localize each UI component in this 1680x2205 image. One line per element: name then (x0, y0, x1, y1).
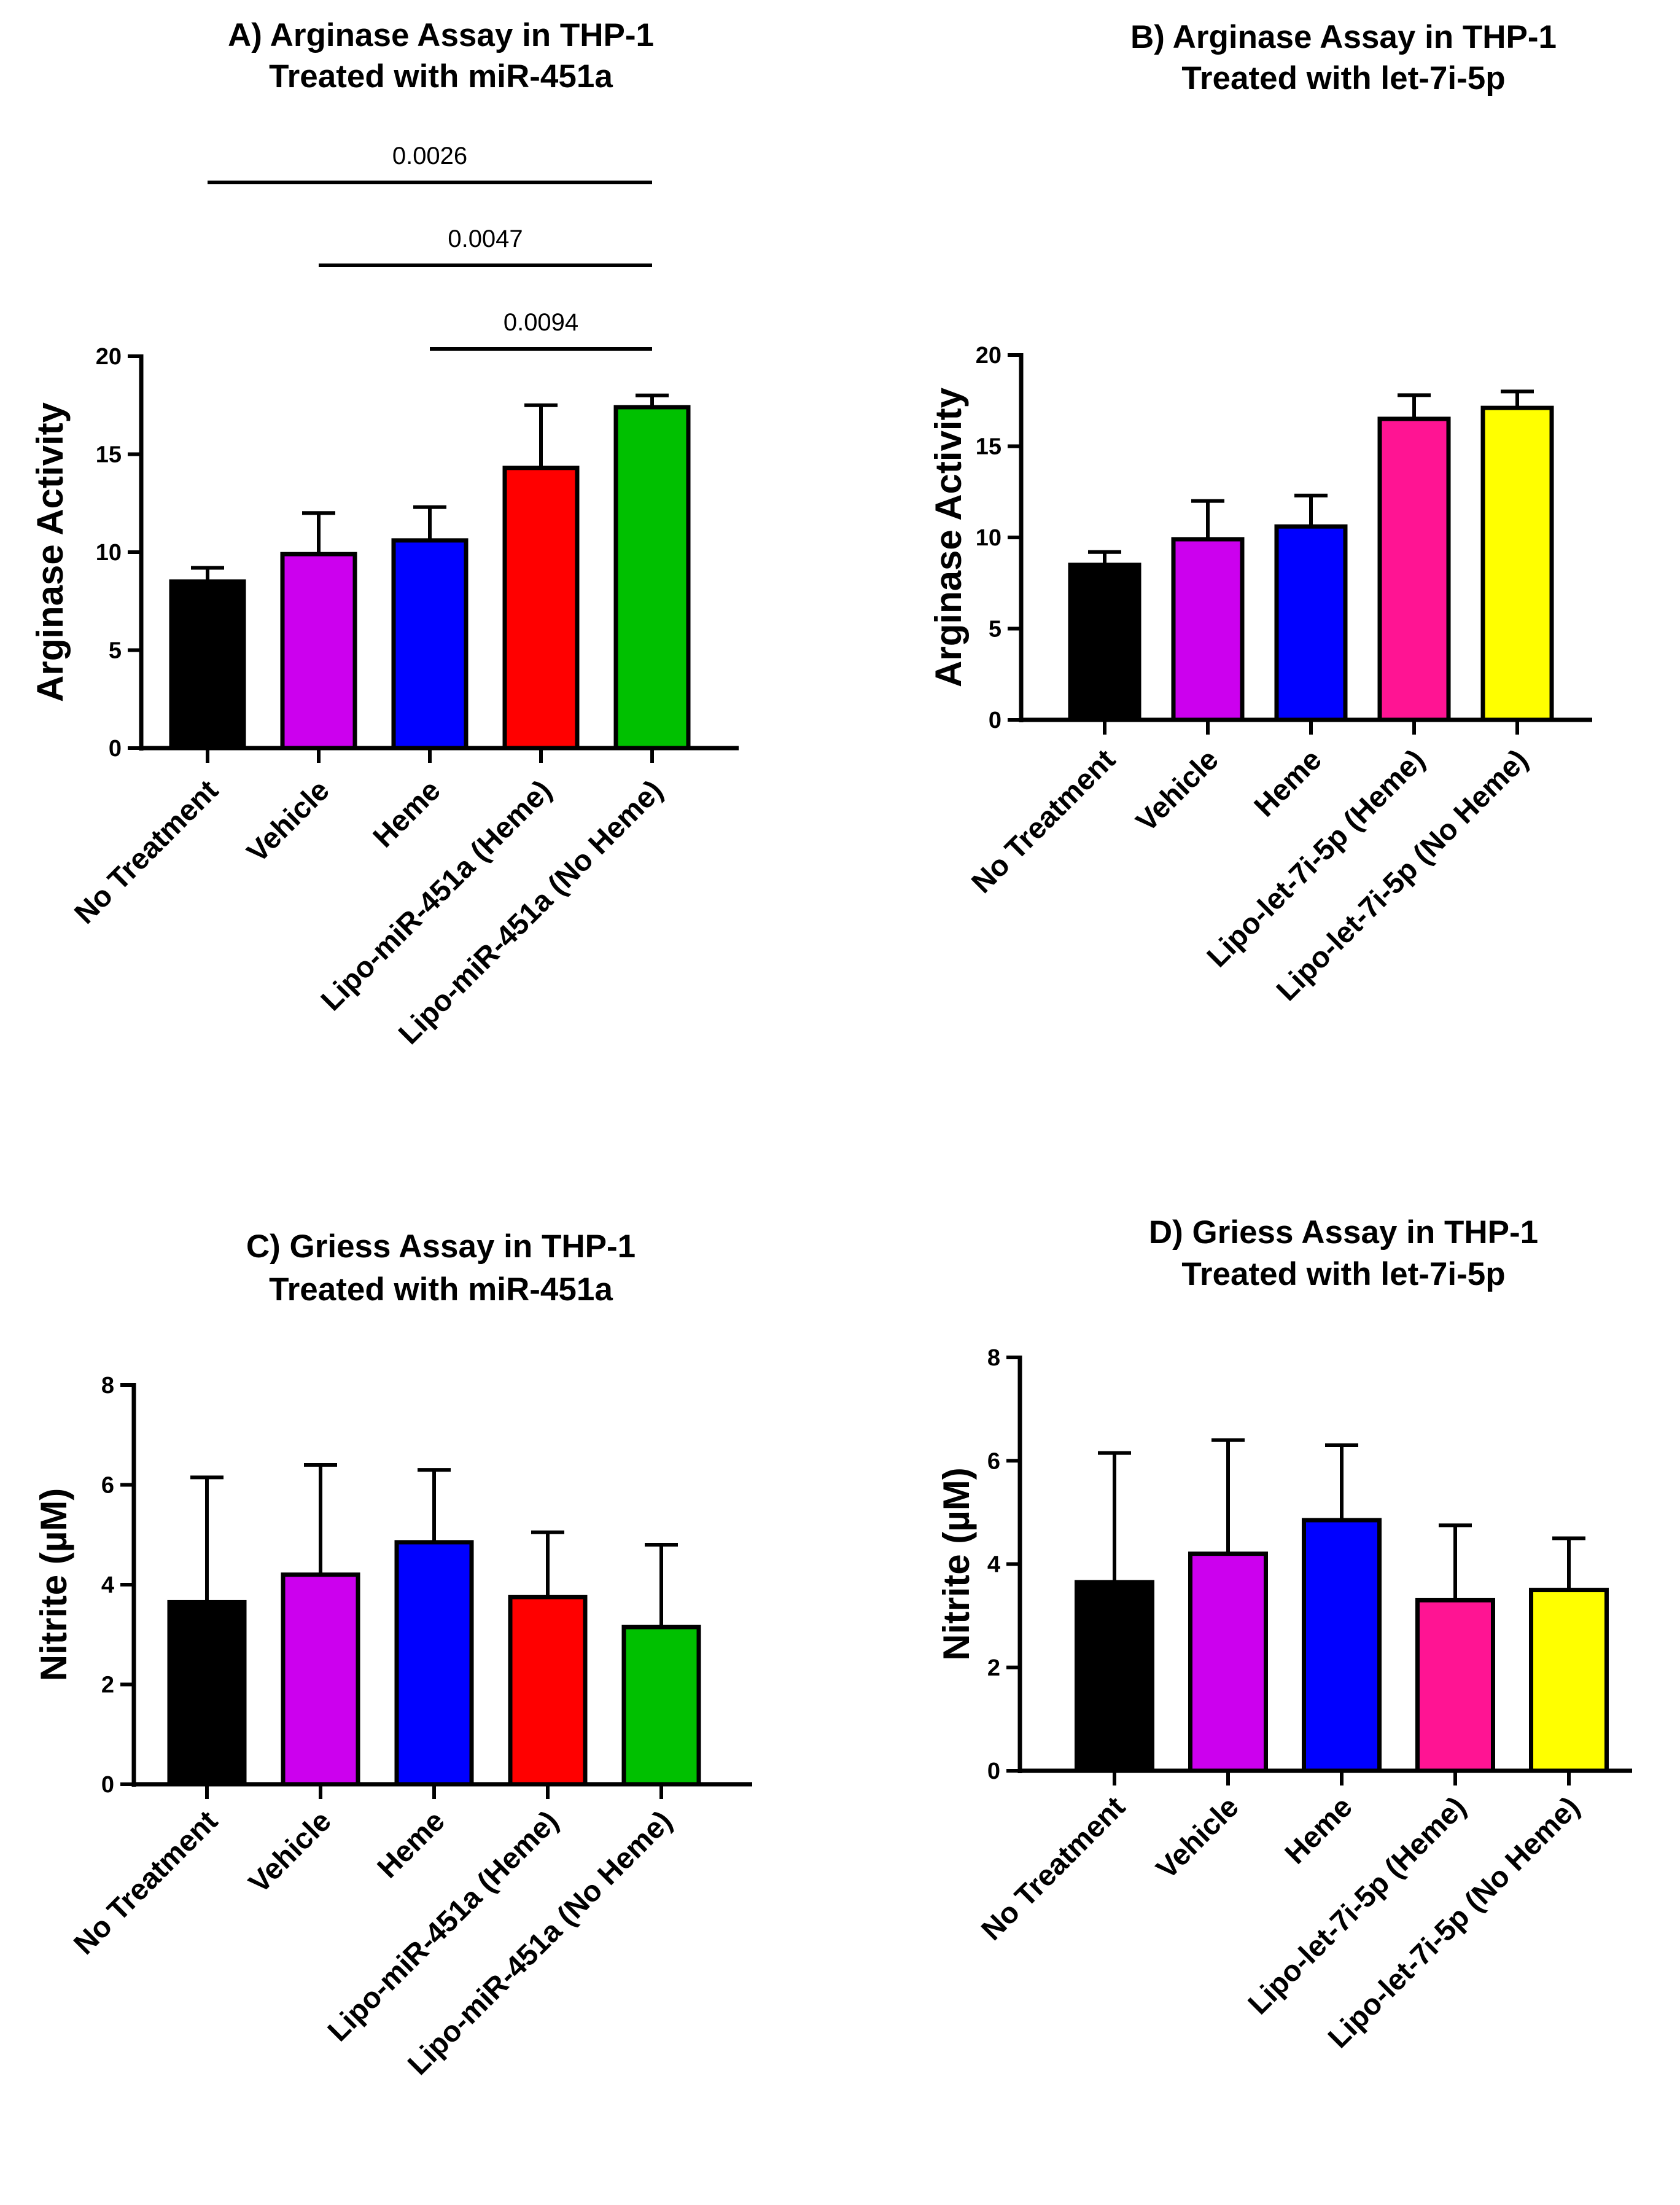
y-tick-label: 10 (96, 540, 122, 566)
x-category-label: No Treatment (965, 743, 1121, 899)
bar (1529, 1588, 1609, 1773)
bar (621, 1625, 701, 1787)
bar (281, 1572, 360, 1787)
chart-title-line: D) Griess Assay in THP-1 (1149, 1214, 1538, 1251)
y-tick-label: 2 (987, 1655, 1000, 1681)
x-category-label: Heme (1248, 743, 1328, 823)
bar (613, 405, 691, 751)
y-tick-label: 8 (987, 1345, 1000, 1371)
significance-p-value: 0.0094 (504, 309, 578, 336)
y-tick-label: 0 (987, 1758, 1000, 1784)
x-category-label: Heme (371, 1805, 451, 1884)
bar (508, 1594, 588, 1787)
significance-p-value: 0.0026 (392, 142, 467, 170)
x-category-label: Lipo-miR-451a (Heme) (315, 774, 558, 1017)
x-category-label: Heme (1279, 1790, 1359, 1870)
x-category-label: No Treatment (68, 1805, 224, 1961)
bar (502, 466, 580, 751)
chart-title-line: Treated with miR-451a (269, 1271, 613, 1308)
x-category-label: Vehicle (1150, 1790, 1245, 1885)
y-tick-label: 6 (987, 1448, 1000, 1474)
x-category-label: Vehicle (1130, 743, 1224, 838)
x-category-label: Lipo-miR-451a (Heme) (322, 1805, 565, 2048)
x-category-label: Lipo-let-7i-5p (Heme) (1242, 1790, 1472, 2021)
y-tick-label: 0 (101, 1772, 114, 1798)
bar (1075, 1580, 1154, 1773)
y-axis-label: Arginase Activity (928, 387, 969, 687)
y-tick-label: 10 (976, 525, 1001, 551)
significance-p-value: 0.0047 (448, 225, 523, 252)
x-category-label: Heme (367, 774, 447, 854)
bar (1171, 537, 1245, 722)
chart-panel-a: A) Arginase Assay in THP-1 Treated with m… (29, 17, 739, 1051)
y-tick-label: 4 (101, 1572, 114, 1598)
chart-panel-d: D) Griess Assay in THP-1 Treated with let… (936, 1214, 1632, 2055)
x-category-label: No Treatment (975, 1790, 1131, 1946)
y-axis-label: Nitrite (µM) (33, 1488, 74, 1682)
y-tick-label: 6 (101, 1473, 114, 1499)
bar (1377, 416, 1451, 722)
chart-title-line: Treated with let-7i-5p (1181, 60, 1505, 96)
chart-title-line: C) Griess Assay in THP-1 (246, 1228, 636, 1265)
bar (1302, 1518, 1382, 1773)
y-tick-label: 2 (101, 1672, 114, 1698)
chart-panel-b: B) Arginase Assay in THP-1 Treated with l… (928, 19, 1592, 1007)
chart-panel-c: C) Griess Assay in THP-1 Treated with miR… (33, 1228, 752, 2082)
y-tick-label: 20 (96, 344, 122, 370)
bar (394, 1540, 474, 1787)
y-tick-label: 15 (976, 434, 1001, 460)
y-tick-label: 15 (96, 442, 122, 468)
bar (391, 538, 469, 751)
bar (1068, 563, 1141, 722)
bar (280, 552, 357, 751)
y-axis-label: Nitrite (µM) (936, 1467, 977, 1661)
y-axis-label: Arginase Activity (29, 402, 71, 702)
y-tick-label: 5 (989, 617, 1001, 642)
y-tick-label: 4 (987, 1552, 1000, 1578)
bar (167, 1599, 247, 1787)
bar (1480, 405, 1554, 722)
chart-title-line: Treated with miR-451a (269, 58, 613, 95)
y-tick-label: 5 (109, 638, 122, 664)
chart-title-line: Treated with let-7i-5p (1181, 1256, 1505, 1292)
x-category-label: Vehicle (241, 774, 335, 868)
bar (169, 579, 246, 751)
chart-title-line: A) Arginase Assay in THP-1 (228, 17, 654, 53)
x-category-label: No Treatment (68, 774, 224, 930)
y-tick-label: 0 (109, 736, 122, 762)
y-tick-label: 8 (101, 1373, 114, 1399)
y-tick-label: 20 (976, 343, 1001, 369)
bar (1188, 1551, 1268, 1773)
y-tick-label: 0 (989, 708, 1001, 733)
x-category-label: Vehicle (243, 1805, 337, 1899)
bar (1274, 524, 1348, 722)
chart-title-line: B) Arginase Assay in THP-1 (1130, 19, 1557, 55)
bar (1415, 1598, 1495, 1773)
